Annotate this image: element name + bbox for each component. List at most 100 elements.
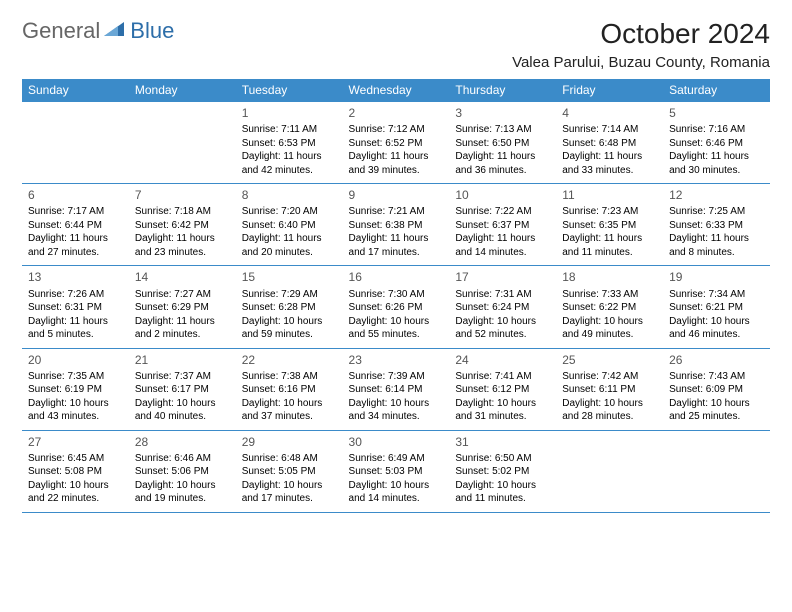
- calendar-day-cell: 13Sunrise: 7:26 AMSunset: 6:31 PMDayligh…: [22, 266, 129, 348]
- calendar-day-cell: [22, 102, 129, 184]
- sunrise-text: Sunrise: 7:38 AM: [242, 370, 337, 384]
- sunset-text: Sunset: 5:03 PM: [349, 465, 444, 479]
- sunset-text: Sunset: 6:42 PM: [135, 219, 230, 233]
- calendar-day-cell: [129, 102, 236, 184]
- daylight-text: Daylight: 10 hours and 25 minutes.: [669, 397, 764, 424]
- day-number: 20: [28, 352, 123, 368]
- sunrise-text: Sunrise: 6:46 AM: [135, 452, 230, 466]
- day-number: 29: [242, 434, 337, 450]
- sunset-text: Sunset: 6:53 PM: [242, 137, 337, 151]
- day-number: 22: [242, 352, 337, 368]
- calendar-day-cell: 3Sunrise: 7:13 AMSunset: 6:50 PMDaylight…: [449, 102, 556, 184]
- calendar-day-cell: 29Sunrise: 6:48 AMSunset: 5:05 PMDayligh…: [236, 430, 343, 512]
- daylight-text: Daylight: 11 hours and 20 minutes.: [242, 232, 337, 259]
- month-title: October 2024: [512, 18, 770, 50]
- logo-triangle-icon: [104, 20, 126, 43]
- calendar-day-cell: 2Sunrise: 7:12 AMSunset: 6:52 PMDaylight…: [343, 102, 450, 184]
- sunrise-text: Sunrise: 7:12 AM: [349, 123, 444, 137]
- sunset-text: Sunset: 6:26 PM: [349, 301, 444, 315]
- calendar-week-row: 20Sunrise: 7:35 AMSunset: 6:19 PMDayligh…: [22, 348, 770, 430]
- calendar-day-cell: 11Sunrise: 7:23 AMSunset: 6:35 PMDayligh…: [556, 184, 663, 266]
- weekday-header: Thursday: [449, 79, 556, 102]
- sunset-text: Sunset: 6:11 PM: [562, 383, 657, 397]
- daylight-text: Daylight: 11 hours and 42 minutes.: [242, 150, 337, 177]
- day-number: 19: [669, 269, 764, 285]
- daylight-text: Daylight: 11 hours and 30 minutes.: [669, 150, 764, 177]
- sunrise-text: Sunrise: 7:16 AM: [669, 123, 764, 137]
- day-number: 24: [455, 352, 550, 368]
- sunset-text: Sunset: 6:09 PM: [669, 383, 764, 397]
- daylight-text: Daylight: 11 hours and 17 minutes.: [349, 232, 444, 259]
- calendar-day-cell: [556, 430, 663, 512]
- calendar-day-cell: 30Sunrise: 6:49 AMSunset: 5:03 PMDayligh…: [343, 430, 450, 512]
- calendar-week-row: 13Sunrise: 7:26 AMSunset: 6:31 PMDayligh…: [22, 266, 770, 348]
- sunrise-text: Sunrise: 6:50 AM: [455, 452, 550, 466]
- daylight-text: Daylight: 10 hours and 28 minutes.: [562, 397, 657, 424]
- daylight-text: Daylight: 11 hours and 36 minutes.: [455, 150, 550, 177]
- day-number: 2: [349, 105, 444, 121]
- day-number: 6: [28, 187, 123, 203]
- calendar-week-row: 1Sunrise: 7:11 AMSunset: 6:53 PMDaylight…: [22, 102, 770, 184]
- sunset-text: Sunset: 6:35 PM: [562, 219, 657, 233]
- weekday-header: Friday: [556, 79, 663, 102]
- sunset-text: Sunset: 6:21 PM: [669, 301, 764, 315]
- calendar-day-cell: 6 Sunrise: 7:17 AMSunset: 6:44 PMDaylight…: [22, 184, 129, 266]
- sunset-text: Sunset: 6:24 PM: [455, 301, 550, 315]
- day-number: 9: [349, 187, 444, 203]
- sunset-text: Sunset: 6:48 PM: [562, 137, 657, 151]
- calendar-day-cell: 7Sunrise: 7:18 AMSunset: 6:42 PMDaylight…: [129, 184, 236, 266]
- weekday-header: Wednesday: [343, 79, 450, 102]
- day-number: 17: [455, 269, 550, 285]
- day-number: 11: [562, 187, 657, 203]
- day-number: 28: [135, 434, 230, 450]
- daylight-text: Daylight: 10 hours and 52 minutes.: [455, 315, 550, 342]
- sunset-text: Sunset: 6:22 PM: [562, 301, 657, 315]
- sunrise-text: Sunrise: 7:11 AM: [242, 123, 337, 137]
- daylight-text: Daylight: 10 hours and 17 minutes.: [242, 479, 337, 506]
- sunrise-text: Sunrise: 7:21 AM: [349, 205, 444, 219]
- daylight-text: Daylight: 10 hours and 31 minutes.: [455, 397, 550, 424]
- daylight-text: Daylight: 11 hours and 5 minutes.: [28, 315, 123, 342]
- day-number: 8: [242, 187, 337, 203]
- calendar-day-cell: 14Sunrise: 7:27 AMSunset: 6:29 PMDayligh…: [129, 266, 236, 348]
- calendar-day-cell: 16Sunrise: 7:30 AMSunset: 6:26 PMDayligh…: [343, 266, 450, 348]
- daylight-text: Daylight: 10 hours and 19 minutes.: [135, 479, 230, 506]
- sunset-text: Sunset: 6:50 PM: [455, 137, 550, 151]
- day-number: 13: [28, 269, 123, 285]
- day-number: 7: [135, 187, 230, 203]
- day-number: 5: [669, 105, 764, 121]
- sunset-text: Sunset: 5:05 PM: [242, 465, 337, 479]
- calendar-day-cell: 4Sunrise: 7:14 AMSunset: 6:48 PMDaylight…: [556, 102, 663, 184]
- calendar-day-cell: 1Sunrise: 7:11 AMSunset: 6:53 PMDaylight…: [236, 102, 343, 184]
- sunset-text: Sunset: 6:28 PM: [242, 301, 337, 315]
- day-number: 31: [455, 434, 550, 450]
- calendar-day-cell: 22Sunrise: 7:38 AMSunset: 6:16 PMDayligh…: [236, 348, 343, 430]
- calendar-week-row: 27Sunrise: 6:45 AMSunset: 5:08 PMDayligh…: [22, 430, 770, 512]
- daylight-text: Daylight: 11 hours and 2 minutes.: [135, 315, 230, 342]
- sunrise-text: Sunrise: 7:17 AM: [28, 205, 123, 219]
- daylight-text: Daylight: 11 hours and 11 minutes.: [562, 232, 657, 259]
- day-number: 21: [135, 352, 230, 368]
- calendar-table: Sunday Monday Tuesday Wednesday Thursday…: [22, 79, 770, 512]
- sunrise-text: Sunrise: 7:22 AM: [455, 205, 550, 219]
- daylight-text: Daylight: 10 hours and 37 minutes.: [242, 397, 337, 424]
- calendar-day-cell: 25Sunrise: 7:42 AMSunset: 6:11 PMDayligh…: [556, 348, 663, 430]
- daylight-text: Daylight: 10 hours and 22 minutes.: [28, 479, 123, 506]
- sunrise-text: Sunrise: 7:20 AM: [242, 205, 337, 219]
- title-block: October 2024 Valea Parului, Buzau County…: [512, 18, 770, 71]
- sunset-text: Sunset: 6:52 PM: [349, 137, 444, 151]
- sunset-text: Sunset: 6:14 PM: [349, 383, 444, 397]
- sunset-text: Sunset: 6:19 PM: [28, 383, 123, 397]
- sunrise-text: Sunrise: 7:42 AM: [562, 370, 657, 384]
- sunset-text: Sunset: 6:44 PM: [28, 219, 123, 233]
- calendar-day-cell: 21Sunrise: 7:37 AMSunset: 6:17 PMDayligh…: [129, 348, 236, 430]
- daylight-text: Daylight: 10 hours and 34 minutes.: [349, 397, 444, 424]
- calendar-day-cell: 9Sunrise: 7:21 AMSunset: 6:38 PMDaylight…: [343, 184, 450, 266]
- logo: General Blue: [22, 18, 174, 44]
- logo-text-blue: Blue: [130, 18, 174, 44]
- calendar-day-cell: 24Sunrise: 7:41 AMSunset: 6:12 PMDayligh…: [449, 348, 556, 430]
- sunset-text: Sunset: 6:12 PM: [455, 383, 550, 397]
- daylight-text: Daylight: 11 hours and 27 minutes.: [28, 232, 123, 259]
- day-number: 26: [669, 352, 764, 368]
- calendar-day-cell: 20Sunrise: 7:35 AMSunset: 6:19 PMDayligh…: [22, 348, 129, 430]
